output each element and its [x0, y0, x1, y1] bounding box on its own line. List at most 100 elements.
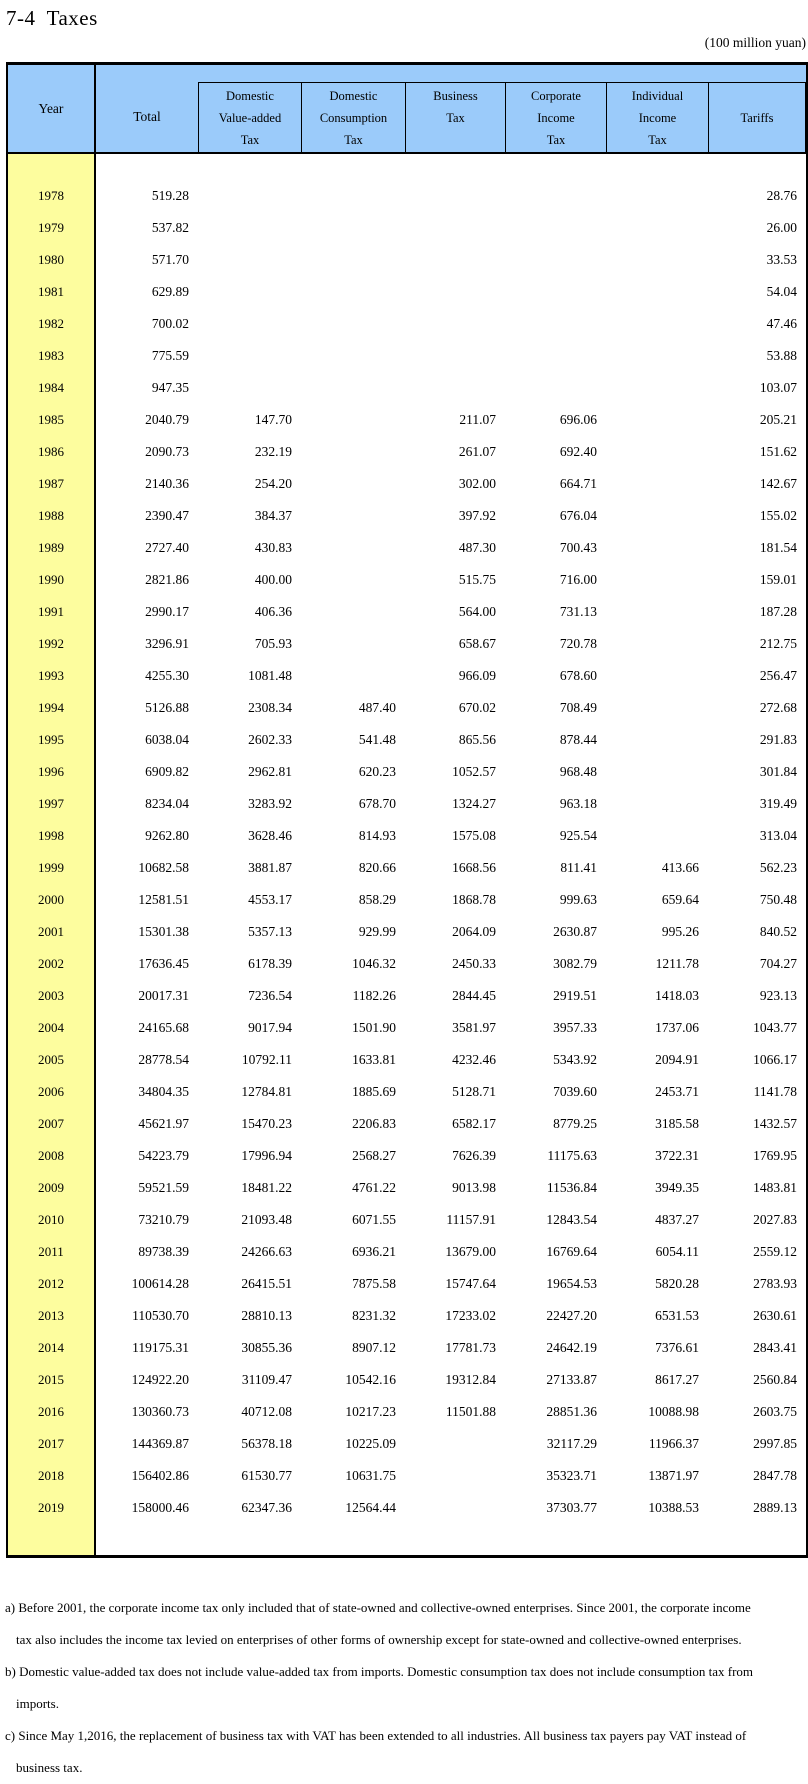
table-row: 1984 947.35 103.07: [8, 372, 806, 404]
value-cell: 301.84: [759, 764, 797, 779]
value-cell: 811.41: [560, 860, 597, 875]
table-row: 2013 110530.70 28810.13 8231.32 17233.02 2242…: [8, 1300, 806, 1332]
table-row: 2004 24165.68 9017.94 1501.90 3581.97 3957.33…: [8, 1012, 806, 1044]
table-row: 2015 124922.20 31109.47 10542.16 19312.84 271…: [8, 1364, 806, 1396]
value-cell: [606, 820, 708, 852]
value-cell: 89738.39: [138, 1244, 189, 1259]
value-cell: [606, 180, 708, 212]
value-cell: 18481.22: [241, 1180, 292, 1195]
value-cell: 17636.45: [138, 956, 189, 971]
value-cell: 12784.81: [241, 1084, 292, 1099]
year-cell: 2016: [8, 1396, 96, 1428]
year-cell: 2003: [8, 980, 96, 1012]
value-cell: 413.66: [661, 860, 699, 875]
value-cell: [301, 532, 405, 564]
value-cell: 1141.78: [753, 1084, 797, 1099]
table-row: 1980 571.70 33.53: [8, 244, 806, 276]
value-cell: 696.06: [559, 412, 597, 427]
value-cell: [301, 180, 405, 212]
value-cell: 6909.82: [145, 764, 189, 779]
value-cell: 2783.93: [753, 1276, 797, 1291]
year-cell: 1996: [8, 756, 96, 788]
value-cell: 678.60: [559, 668, 597, 683]
header-subcolumn-line: Tariffs: [740, 110, 774, 125]
value-cell: 28810.13: [241, 1308, 292, 1323]
table-row: 1979 537.82 26.00: [8, 212, 806, 244]
value-cell: 35323.71: [546, 1468, 597, 1483]
value-cell: 100614.28: [131, 1276, 189, 1291]
value-cell: 2390.47: [145, 508, 189, 523]
value-cell: [606, 628, 708, 660]
value-cell: 775.59: [151, 348, 189, 363]
value-cell: 5357.13: [248, 924, 292, 939]
table-row: 2008 54223.79 17996.94 2568.27 7626.39 11175.…: [8, 1140, 806, 1172]
value-cell: [301, 276, 405, 308]
value-cell: 2560.84: [753, 1372, 797, 1387]
value-cell: 700.02: [151, 316, 189, 331]
year-cell: 1986: [8, 436, 96, 468]
year-cell: 2006: [8, 1076, 96, 1108]
value-cell: 708.49: [559, 700, 597, 715]
value-cell: 12564.44: [345, 1500, 396, 1515]
table-row: 2016 130360.73 40712.08 10217.23 11501.88 288…: [8, 1396, 806, 1428]
value-cell: [198, 340, 301, 372]
value-cell: 15470.23: [241, 1116, 292, 1131]
value-cell: 147.70: [254, 412, 292, 427]
value-cell: 19312.84: [445, 1372, 496, 1387]
value-cell: 487.40: [358, 700, 396, 715]
header-subcolumn: Domestic Consumption Tax: [301, 82, 405, 152]
value-cell: 5343.92: [553, 1052, 597, 1067]
value-cell: [405, 1460, 505, 1492]
value-cell: [505, 340, 606, 372]
value-cell: 692.40: [559, 444, 597, 459]
header-subcolumn: Business Tax: [405, 82, 505, 152]
taxes-table: Year Total Domestic Value-added Tax Domesti…: [6, 62, 808, 1558]
value-cell: 11175.63: [547, 1148, 597, 1163]
value-cell: [606, 532, 708, 564]
year-cell: 1980: [8, 244, 96, 276]
value-cell: [505, 276, 606, 308]
value-cell: 716.00: [559, 572, 597, 587]
value-cell: [505, 180, 606, 212]
value-cell: 7236.54: [248, 988, 292, 1003]
value-cell: 144369.87: [131, 1436, 189, 1451]
value-cell: 151.62: [759, 444, 797, 459]
value-cell: 858.29: [358, 892, 396, 907]
value-cell: 1052.57: [452, 764, 496, 779]
value-cell: [405, 276, 505, 308]
value-cell: 16769.64: [546, 1244, 597, 1259]
value-cell: 2450.33: [452, 956, 496, 971]
value-cell: 1668.56: [452, 860, 496, 875]
value-cell: 24165.68: [138, 1020, 189, 1035]
header-subcolumn-line: Income: [638, 111, 677, 125]
value-cell: 929.99: [358, 924, 396, 939]
value-cell: 923.13: [759, 988, 797, 1003]
year-cell: 1999: [8, 852, 96, 884]
year-cell: 1987: [8, 468, 96, 500]
value-cell: [505, 244, 606, 276]
value-cell: 678.70: [358, 796, 396, 811]
year-cell: 1982: [8, 308, 96, 340]
value-cell: [301, 660, 405, 692]
year-column-spacer: [8, 154, 96, 180]
value-cell: 21093.48: [241, 1212, 292, 1227]
value-cell: [198, 244, 301, 276]
year-cell: 1992: [8, 628, 96, 660]
value-cell: 119175.31: [132, 1340, 189, 1355]
value-cell: 2602.33: [248, 732, 292, 747]
value-cell: 17233.02: [445, 1308, 496, 1323]
value-cell: 4761.22: [352, 1180, 396, 1195]
year-cell: 1998: [8, 820, 96, 852]
value-cell: 704.27: [759, 956, 797, 971]
value-cell: 1885.69: [352, 1084, 396, 1099]
value-cell: 9262.80: [145, 828, 189, 843]
value-cell: 8231.32: [352, 1308, 396, 1323]
year-cell: 2013: [8, 1300, 96, 1332]
value-cell: 232.19: [254, 444, 292, 459]
value-cell: 19654.53: [546, 1276, 597, 1291]
value-cell: [606, 372, 708, 404]
value-cell: 1043.77: [753, 1020, 797, 1035]
value-cell: [198, 180, 301, 212]
value-cell: 8617.27: [655, 1372, 699, 1387]
value-cell: 12581.51: [138, 892, 189, 907]
